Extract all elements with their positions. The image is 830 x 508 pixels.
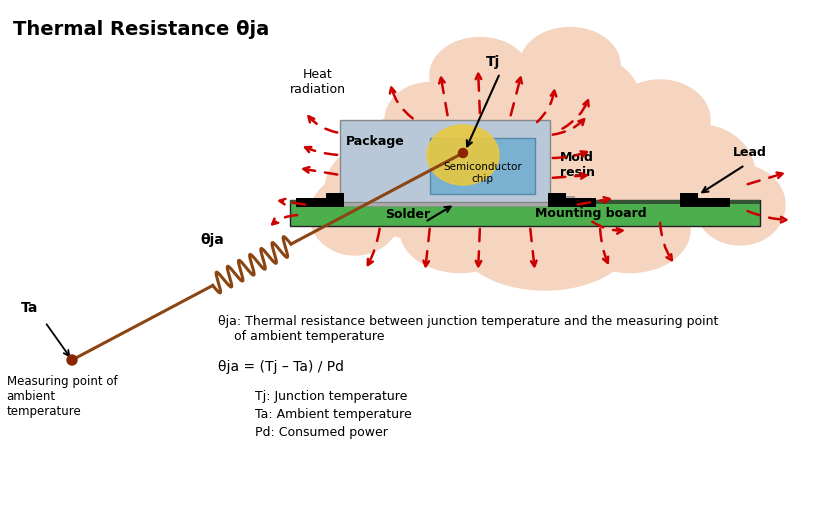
Text: Measuring point of
ambient
temperature: Measuring point of ambient temperature [7, 375, 117, 418]
Ellipse shape [385, 82, 475, 157]
Circle shape [67, 355, 77, 365]
Text: θja = (Tj – Ta) / Pd: θja = (Tj – Ta) / Pd [218, 360, 344, 374]
Text: Solder: Solder [385, 207, 430, 220]
FancyBboxPatch shape [290, 200, 760, 226]
Text: Tj: Junction temperature: Tj: Junction temperature [255, 390, 408, 403]
FancyBboxPatch shape [548, 193, 566, 207]
FancyBboxPatch shape [430, 138, 535, 194]
Ellipse shape [610, 80, 710, 160]
Text: Package: Package [345, 136, 404, 148]
Text: Pd: Consumed power: Pd: Consumed power [255, 426, 388, 439]
Text: Heat
radiation: Heat radiation [290, 68, 346, 96]
FancyBboxPatch shape [296, 198, 326, 207]
Text: θja: θja [200, 233, 224, 247]
Ellipse shape [400, 187, 520, 272]
Ellipse shape [510, 52, 640, 147]
Text: Thermal Resistance θja: Thermal Resistance θja [13, 20, 269, 39]
Ellipse shape [430, 38, 530, 112]
Ellipse shape [645, 125, 755, 225]
Text: Mounting board: Mounting board [535, 207, 647, 220]
FancyBboxPatch shape [698, 198, 730, 207]
Ellipse shape [350, 110, 490, 240]
Circle shape [458, 148, 467, 157]
Ellipse shape [427, 125, 499, 185]
Text: Semiconductor
chip: Semiconductor chip [443, 162, 522, 183]
Ellipse shape [520, 27, 620, 103]
FancyBboxPatch shape [328, 196, 574, 206]
Ellipse shape [575, 105, 725, 235]
Ellipse shape [325, 143, 435, 238]
Text: Ta: Ambient temperature: Ta: Ambient temperature [255, 408, 412, 421]
Ellipse shape [570, 187, 690, 272]
Ellipse shape [695, 165, 785, 245]
Ellipse shape [310, 175, 400, 255]
Text: Lead: Lead [733, 146, 767, 160]
Text: Tj: Tj [486, 55, 500, 69]
FancyBboxPatch shape [290, 200, 760, 204]
FancyBboxPatch shape [566, 198, 596, 207]
Ellipse shape [400, 70, 680, 260]
FancyBboxPatch shape [340, 120, 550, 202]
FancyBboxPatch shape [680, 193, 698, 207]
Text: θja: Thermal resistance between junction temperature and the measuring point
   : θja: Thermal resistance between junction… [218, 315, 719, 343]
Text: Ta: Ta [22, 301, 39, 315]
Ellipse shape [455, 180, 635, 290]
Text: Mold
resin: Mold resin [559, 151, 594, 179]
FancyBboxPatch shape [326, 193, 344, 207]
Ellipse shape [425, 60, 555, 160]
